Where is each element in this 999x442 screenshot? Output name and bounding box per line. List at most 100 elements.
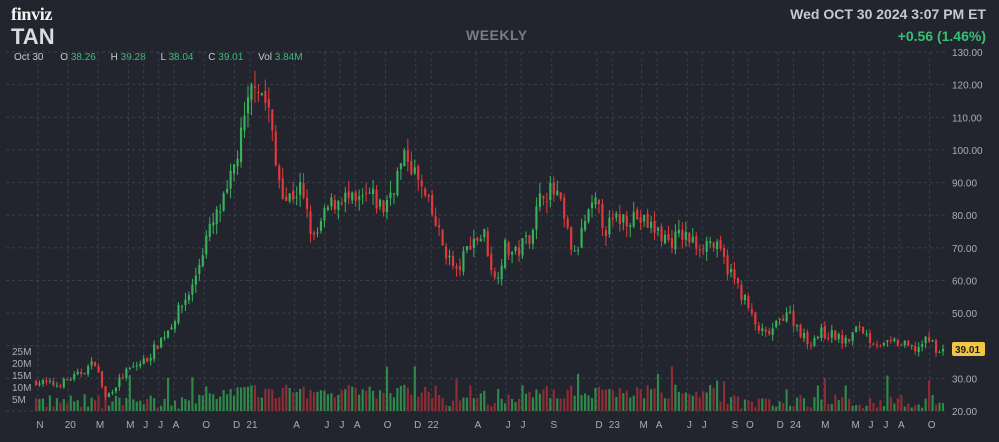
candle-body [233,164,236,174]
volume-bar [295,391,298,411]
volume-bar [747,400,750,411]
time-tick-label: M [821,420,829,431]
volume-bar [229,388,232,411]
candle-body [656,227,660,231]
candle-body [253,86,257,88]
volume-bar [907,403,910,411]
candle-body [264,90,267,103]
time-tick-label: M [96,420,104,431]
volume-bar [868,397,872,411]
candle-body [330,197,333,207]
volume-bar [198,394,201,411]
candle-body [59,385,62,387]
candle-body [670,238,674,248]
candle-body [163,337,166,339]
volume-bar [205,386,208,411]
candle-body [312,232,316,235]
candle-body [382,200,385,213]
candle-body [844,337,847,344]
volume-bar [827,403,830,411]
volume-bar [187,400,190,411]
candle-body [62,378,65,388]
candle-body [69,379,72,381]
candle-body [285,196,288,201]
volume-bar [236,387,239,411]
candle-body [250,84,253,100]
volume-bar [326,394,329,411]
volume-bar [166,377,170,411]
volume-bar [782,402,785,411]
volume-bar [761,398,764,411]
candle-body [156,345,159,349]
volume-bar [712,388,715,411]
candle-body [180,306,184,308]
volume-bar [921,407,924,411]
last-price-label: 39.01 [955,345,980,356]
candle-body [114,387,118,392]
candle-body [417,166,420,180]
candle-body [615,213,618,218]
volume-bar [879,400,882,411]
candle-body [239,127,243,162]
candle-body [347,191,350,198]
candle-body [934,340,938,353]
candle-body [372,188,375,194]
candle-body [590,202,594,209]
volume-bar [900,394,903,411]
candle-body [142,358,145,364]
volume-bar [688,393,691,411]
candle-body [583,220,587,230]
candle-body [462,250,465,272]
volume-bar [267,388,270,411]
volume-bar [441,398,444,411]
candle-body [420,180,423,187]
time-tick-label: N [36,420,43,431]
volume-bar [434,385,437,411]
volume-bar [934,404,938,411]
price-tick-label: 110.00 [952,113,982,124]
volume-bar [121,405,124,411]
volume-bar [396,388,399,411]
volume-bar [681,393,684,411]
finviz-logo[interactable]: finviz [11,4,53,24]
volume-bar [375,398,378,411]
volume-bar [573,395,576,411]
volume-bar [875,407,879,411]
volume-bar [444,405,448,411]
volume-bar [552,389,555,411]
time-tick-label: J [521,420,526,431]
volume-bar [292,392,295,411]
candle-body [907,340,910,346]
candle-body [882,342,885,346]
candle-body [271,109,274,131]
candle-body [309,211,312,235]
time-tick-label: M [851,420,859,431]
candle-body [861,326,865,334]
candle-body [337,200,340,210]
candle-body [917,347,920,353]
candle-body [361,195,364,197]
candle-body [875,344,879,346]
volume-tick-label: 20M [12,359,31,370]
candle-body [764,329,767,332]
volume-bar [806,406,809,411]
volume-bar [785,389,788,411]
candle-body [712,242,715,248]
candle-body [757,325,760,331]
volume-bar [52,406,55,411]
open-value: 38.26 [70,52,96,63]
volume-bar [114,395,118,411]
candle-body [646,213,649,228]
candle-body [636,209,639,220]
volume-bar [545,386,548,411]
volume-bar [90,397,93,411]
volume-bar [271,389,274,411]
ohlc-readout: Oct 30 O 38.26 H 39.28 L 38.04 C 39.01 V… [14,52,315,63]
volume-bar [861,408,865,411]
volume-bar [358,394,361,411]
volume-bar [278,397,281,411]
candle-body [302,183,305,198]
candle-body [205,235,208,255]
open-label: O [60,52,69,63]
